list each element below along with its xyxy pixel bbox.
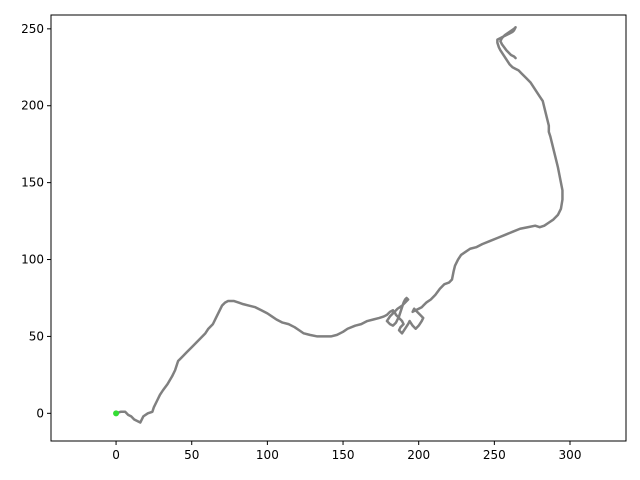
- start-point-marker: [113, 410, 120, 417]
- x-tick-label: 50: [184, 448, 199, 462]
- y-tick-label: 200: [21, 99, 44, 113]
- y-tick-label: 150: [21, 176, 44, 190]
- y-tick-label: 100: [21, 253, 44, 267]
- y-tick-label: 250: [21, 22, 44, 36]
- x-tick-label: 200: [407, 448, 430, 462]
- axes: 0 50 100 150 200 250 300 0 50 100 150 200 250: [21, 14, 627, 462]
- x-tick-label: 100: [256, 448, 279, 462]
- y-tick-label: 0: [36, 406, 44, 420]
- axes-frame: [50, 14, 627, 442]
- plot-area: [113, 26, 564, 424]
- trajectory-line-0: [114, 26, 564, 424]
- x-tick-label: 150: [332, 448, 355, 462]
- x-tick-label: 0: [112, 448, 120, 462]
- x-tick-label: 300: [559, 448, 582, 462]
- x-tick-label: 250: [483, 448, 506, 462]
- y-tick-label: 50: [29, 329, 44, 343]
